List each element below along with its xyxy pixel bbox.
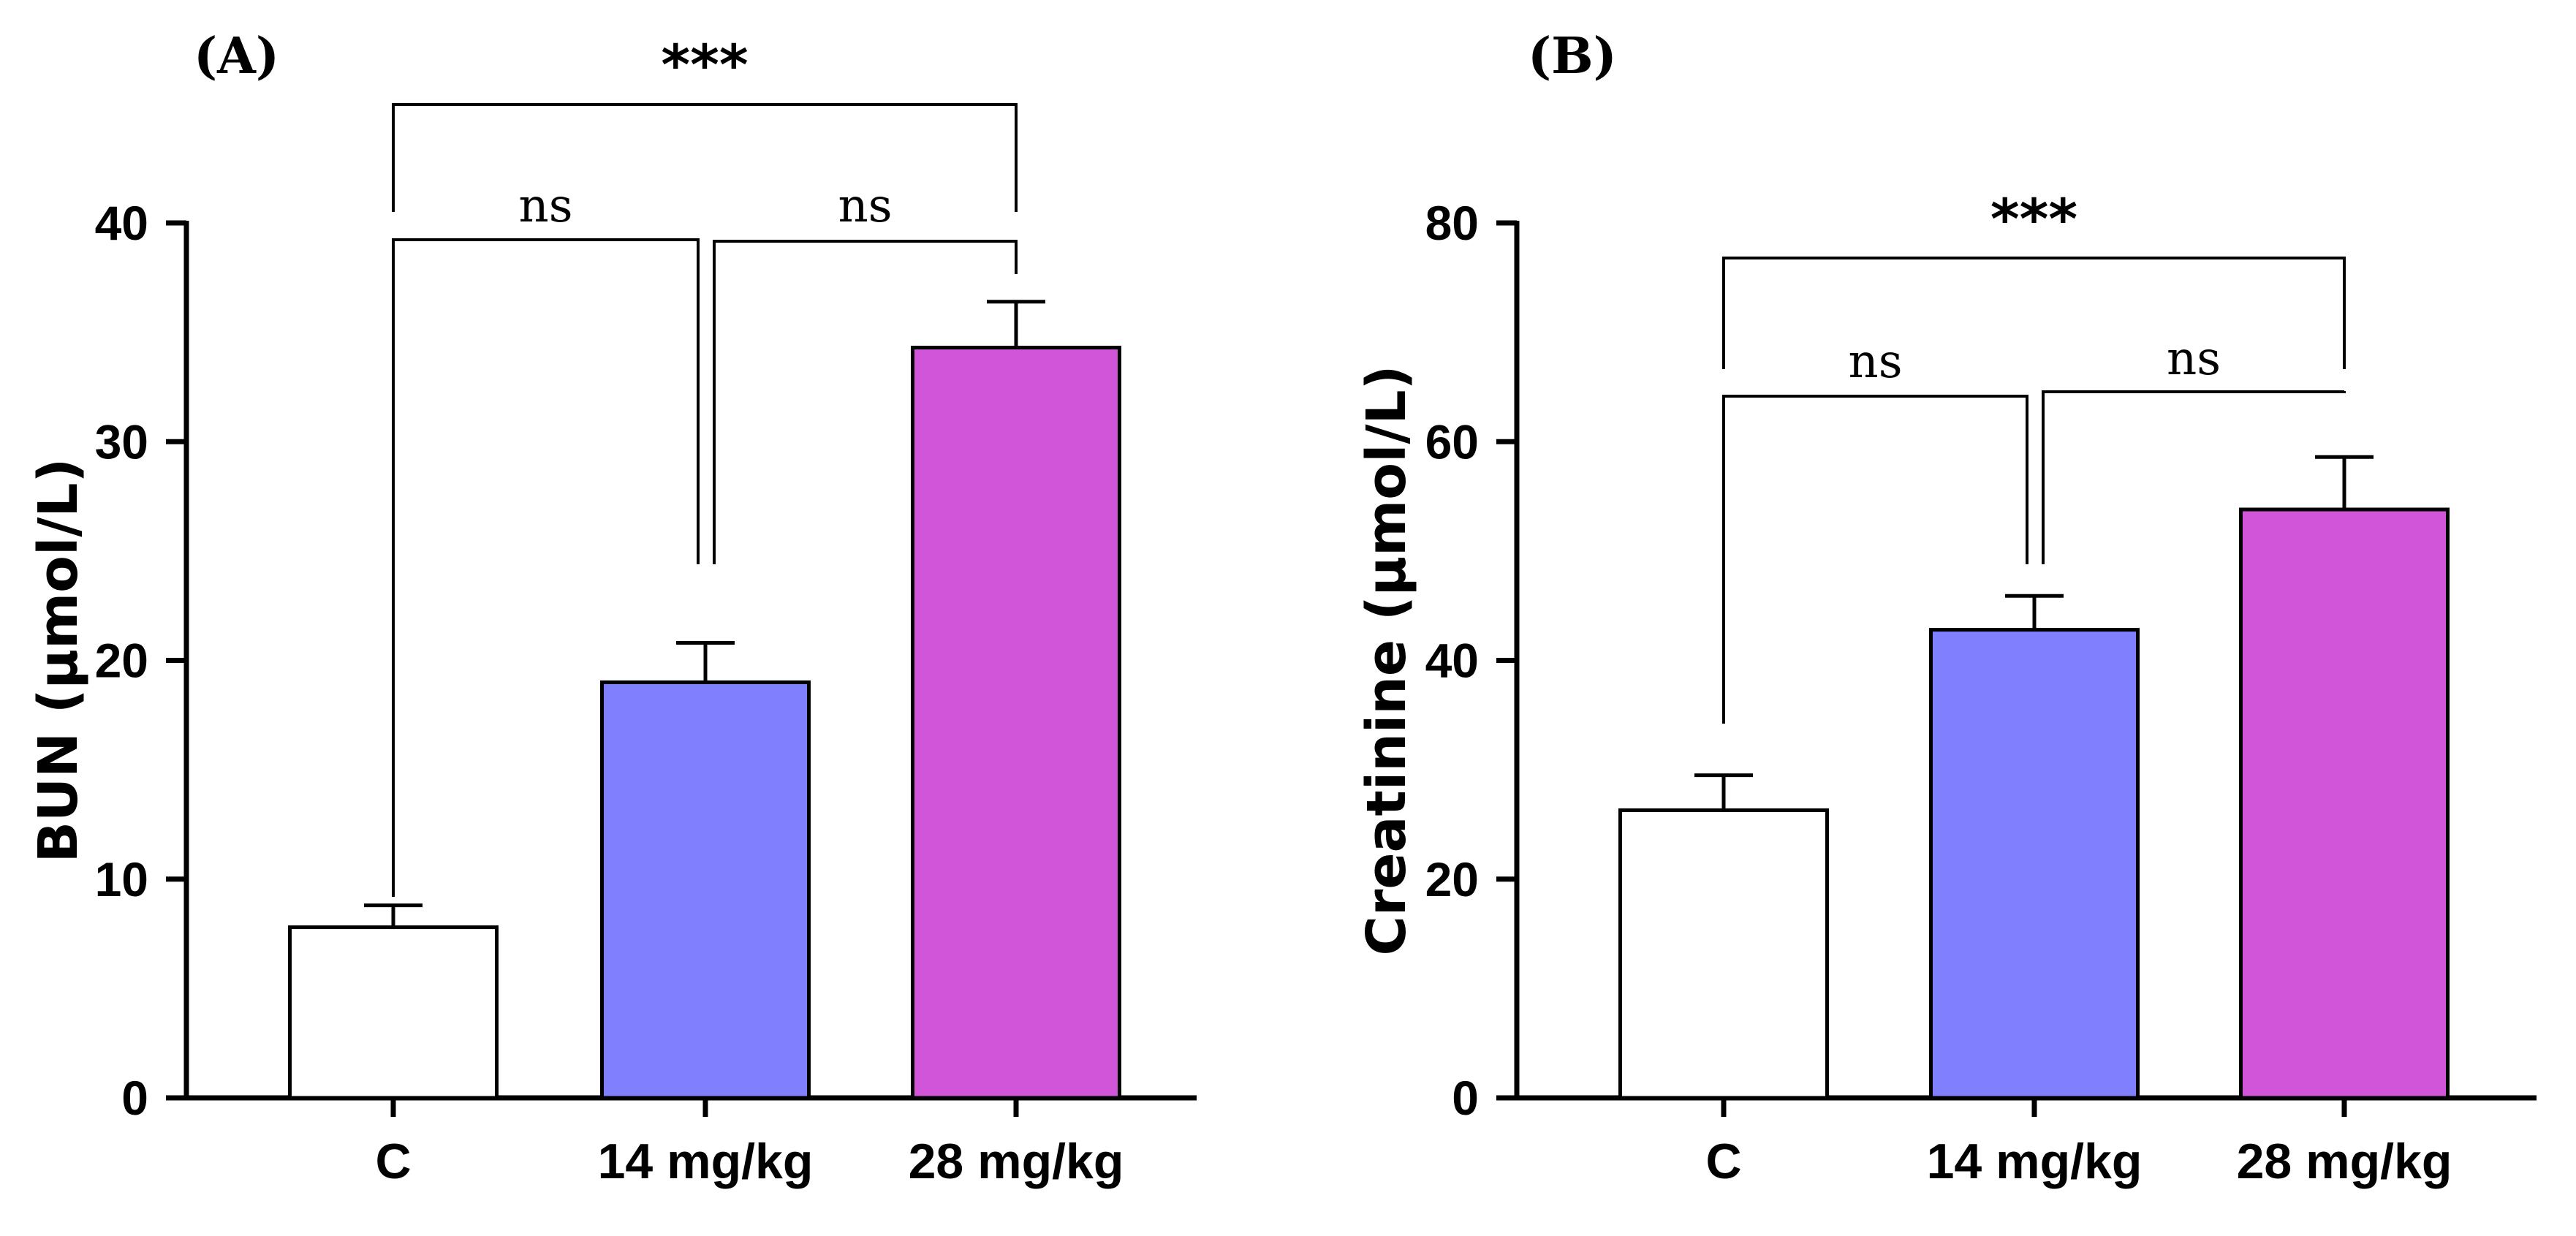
panel-label: (A) — [194, 27, 279, 86]
significance-label-c-vs-14: ns — [518, 179, 572, 233]
y-tick-label: 0 — [1452, 1071, 1479, 1125]
x-category-label: 14 mg/kg — [598, 1134, 814, 1189]
x-category-label: C — [375, 1134, 411, 1189]
panel-label: (B) — [1528, 27, 1617, 86]
y-tick-label: 10 — [95, 852, 148, 906]
significance-label-14-vs-28: ns — [838, 179, 892, 233]
y-tick-label: 80 — [1425, 196, 1479, 250]
y-tick-label: 20 — [95, 634, 148, 688]
y-tick-label: 40 — [1425, 634, 1479, 688]
x-category-label: 28 mg/kg — [909, 1134, 1124, 1189]
y-axis-title: Creatinine (μmol/L) — [1355, 365, 1418, 956]
x-category-label: 14 mg/kg — [1927, 1134, 2143, 1189]
y-axis-title: BUN (μmol/L) — [27, 458, 90, 863]
significance-bracket-c-vs-14 — [1722, 395, 2028, 724]
y-tick-label: 30 — [95, 414, 148, 469]
significance-label-c-vs-14: ns — [1848, 335, 1902, 389]
bar-1 — [1929, 628, 2140, 1100]
significance-bracket-c-vs-28 — [1722, 257, 2346, 369]
significance-label-c-vs-28: *** — [1990, 186, 2077, 251]
bar-1 — [600, 680, 811, 1100]
x-category-label: C — [1705, 1134, 1741, 1189]
significance-bracket-14-vs-28 — [713, 240, 1018, 564]
bar-2 — [2239, 507, 2450, 1100]
bar-2 — [911, 346, 1121, 1100]
y-tick-label: 60 — [1425, 414, 1479, 469]
bar-0 — [288, 925, 499, 1100]
significance-bracket-c-vs-14 — [392, 238, 700, 897]
y-tick-label: 20 — [1425, 852, 1479, 906]
significance-label-14-vs-28: ns — [2167, 332, 2221, 386]
x-category-label: 28 mg/kg — [2237, 1134, 2452, 1189]
y-tick-label: 40 — [95, 196, 148, 250]
significance-bracket-14-vs-28 — [2042, 390, 2346, 564]
bar-0 — [1618, 808, 1829, 1100]
significance-bracket-c-vs-28 — [392, 103, 1018, 212]
significance-label-c-vs-28: *** — [661, 32, 748, 97]
panel-a: (A) BUN (μmol/L) 0 10 20 30 40 C 14 mg/kg 28 mg/k… — [27, 27, 1197, 1189]
panel-b: (B) Creatinine (μmol/L) 0 20 40 60 80 C 14 mg/kg… — [1355, 27, 2537, 1189]
y-tick-label: 0 — [121, 1071, 148, 1125]
